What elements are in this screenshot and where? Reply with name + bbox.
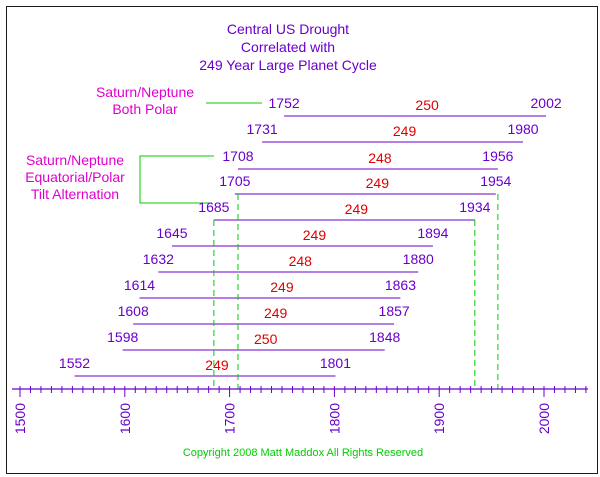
cycle-span-label: 249 bbox=[345, 201, 369, 217]
cycle-start-label: 1614 bbox=[124, 277, 155, 293]
polar-label-line-2: Both Polar bbox=[112, 101, 178, 117]
alternation-label-line-2: Equatorial/Polar bbox=[25, 169, 125, 185]
cycle-end-label: 1894 bbox=[417, 225, 448, 241]
axis-tick-label: 2000 bbox=[536, 403, 552, 434]
copyright-notice: Copyright 2008 Matt Maddox All Rights Re… bbox=[183, 447, 423, 459]
cycle-start-label: 1632 bbox=[143, 251, 174, 267]
cycle-end-label: 1863 bbox=[385, 277, 416, 293]
chart-frame bbox=[6, 6, 598, 474]
cycle-span-label: 250 bbox=[415, 97, 439, 113]
title-line-1: Central US Drought bbox=[227, 21, 349, 37]
title-line-3: 249 Year Large Planet Cycle bbox=[199, 57, 377, 73]
cycle-span-label: 248 bbox=[289, 253, 313, 269]
polar-label-line-1: Saturn/Neptune bbox=[96, 84, 194, 100]
cycle-end-label: 1980 bbox=[507, 121, 538, 137]
cycle-end-label: 1934 bbox=[459, 199, 490, 215]
cycle-end-label: 2002 bbox=[531, 95, 562, 111]
axis-tick-label: 1600 bbox=[117, 403, 133, 434]
cycle-span-label: 249 bbox=[264, 305, 288, 321]
cycle-start-label: 1708 bbox=[222, 148, 253, 164]
cycle-start-label: 1752 bbox=[269, 95, 300, 111]
alternation-label-line-3: Tilt Alternation bbox=[31, 186, 119, 202]
cycle-span-label: 249 bbox=[270, 279, 294, 295]
cycle-span-label: 250 bbox=[254, 331, 278, 347]
cycle-end-label: 1956 bbox=[482, 148, 513, 164]
cycle-start-label: 1552 bbox=[59, 355, 90, 371]
alternation-bracket bbox=[139, 155, 214, 204]
axis-tick-label: 1900 bbox=[431, 403, 447, 434]
cycle-end-label: 1848 bbox=[369, 329, 400, 345]
axis-tick-label: 1700 bbox=[222, 403, 238, 434]
cycle-end-label: 1857 bbox=[379, 303, 410, 319]
cycle-start-label: 1705 bbox=[219, 173, 250, 189]
cycle-span-label: 249 bbox=[205, 357, 229, 373]
cycle-start-label: 1598 bbox=[107, 329, 138, 345]
x-axis: 1500 1600 1700 1800 1900 2000 bbox=[12, 386, 588, 434]
cycle-end-label: 1954 bbox=[480, 173, 511, 189]
cycle-end-label: 1801 bbox=[320, 355, 351, 371]
cycle-span-label: 248 bbox=[368, 150, 392, 166]
cycle-span-label: 249 bbox=[303, 227, 327, 243]
cycle-start-label: 1685 bbox=[198, 199, 229, 215]
cycles-layer: 1752 2002 250 1731 1980 249 1708 1956 248 1705 195… bbox=[59, 95, 562, 377]
cycle-start-label: 1608 bbox=[118, 303, 149, 319]
cycle-end-label: 1880 bbox=[403, 251, 434, 267]
cycle-start-label: 1645 bbox=[156, 225, 187, 241]
axis-tick-label: 1500 bbox=[12, 403, 28, 434]
cycle-start-label: 1731 bbox=[247, 121, 278, 137]
axis-tick-label: 1800 bbox=[326, 403, 342, 434]
title-line-2: Correlated with bbox=[241, 39, 335, 55]
cycle-span-label: 249 bbox=[393, 123, 417, 139]
cycle-span-label: 249 bbox=[366, 175, 390, 191]
alternation-label-line-1: Saturn/Neptune bbox=[26, 152, 124, 168]
reference-lines-layer bbox=[213, 194, 499, 389]
